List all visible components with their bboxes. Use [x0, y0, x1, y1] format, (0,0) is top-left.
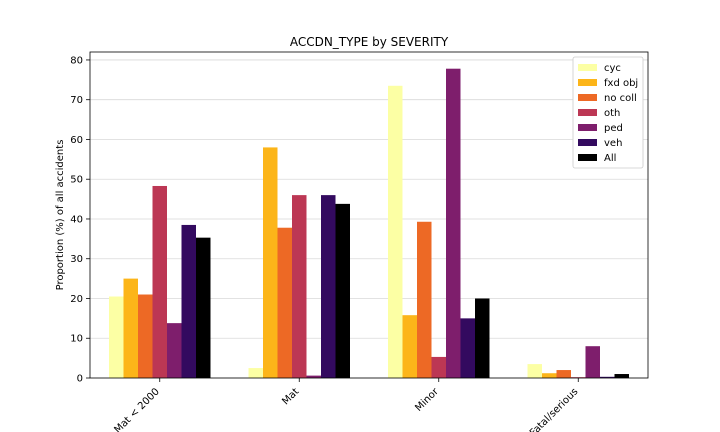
- y-tick-label: 50: [70, 175, 83, 186]
- bar-fxd-obj-1: [263, 147, 278, 378]
- bar-veh-1: [321, 195, 336, 378]
- legend-swatch: [578, 124, 597, 131]
- bar-ped-1: [306, 375, 321, 378]
- bar-no-coll-0: [138, 294, 153, 378]
- y-tick-label: 60: [70, 135, 83, 146]
- bar-oth-2: [431, 356, 446, 378]
- x-tick-label: Mat: [280, 386, 301, 407]
- y-tick-label: 0: [77, 374, 83, 385]
- chart-title: ACCDN_TYPE by SEVERITY: [290, 35, 449, 49]
- legend-swatch: [578, 154, 597, 161]
- x-tick-label: Fatal/serious: [528, 386, 580, 432]
- legend-label: All: [604, 153, 616, 164]
- bar-cyc-1: [248, 368, 263, 378]
- legend-swatch: [578, 94, 597, 101]
- legend-label: no coll: [604, 93, 637, 104]
- bar-fxd-obj-3: [542, 373, 557, 378]
- bar-ped-2: [446, 68, 461, 378]
- bar-ped-0: [167, 323, 182, 378]
- bar-veh-2: [460, 318, 475, 378]
- legend-swatch: [578, 139, 597, 146]
- legend-label: oth: [604, 108, 620, 119]
- plot-frame: [89, 51, 649, 379]
- x-tick-label: Minor: [413, 386, 441, 414]
- bar-All-2: [475, 298, 490, 378]
- legend-label: ped: [604, 123, 623, 134]
- x-tick-label: Mat < 2000: [112, 386, 161, 432]
- bar-cyc-0: [109, 296, 124, 378]
- bar-no-coll-1: [277, 227, 292, 378]
- legend-swatch: [578, 109, 597, 116]
- y-tick-label: 40: [70, 214, 83, 225]
- y-tick-label: 80: [70, 55, 83, 66]
- bar-cyc-3: [527, 364, 542, 378]
- bar-no-coll-3: [556, 370, 571, 378]
- y-tick-label: 20: [70, 294, 83, 305]
- bar-All-0: [196, 237, 211, 378]
- bar-veh-3: [600, 376, 615, 378]
- bar-veh-0: [181, 224, 196, 378]
- legend: cyc fxd obj no coll oth ped veh All: [572, 56, 644, 169]
- bar-ped-3: [585, 346, 600, 378]
- legend-label: fxd obj: [604, 78, 638, 89]
- legend-swatch: [578, 64, 597, 71]
- y-tick-label: 30: [70, 254, 83, 265]
- x-axis: Mat < 2000 Mat Minor Fatal/serious: [112, 378, 580, 432]
- legend-label: veh: [604, 138, 622, 149]
- y-axis-label: Proportion (%) of all accidents: [55, 140, 66, 291]
- bar-All-3: [614, 374, 629, 378]
- y-axis: 0 10 20 30 40 50 60 70 80: [70, 55, 90, 385]
- bar-fxd-obj-2: [402, 315, 417, 378]
- legend-swatch: [578, 79, 597, 86]
- bar-cyc-2: [388, 85, 403, 378]
- bar-All-1: [335, 203, 350, 378]
- y-tick-label: 10: [70, 334, 83, 345]
- bars: [109, 68, 629, 378]
- bar-oth-0: [152, 185, 167, 378]
- bar-oth-1: [292, 195, 307, 378]
- y-tick-label: 70: [70, 95, 83, 106]
- legend-label: cyc: [604, 63, 621, 74]
- bar-fxd-obj-0: [123, 278, 138, 378]
- bar-no-coll-2: [417, 221, 432, 378]
